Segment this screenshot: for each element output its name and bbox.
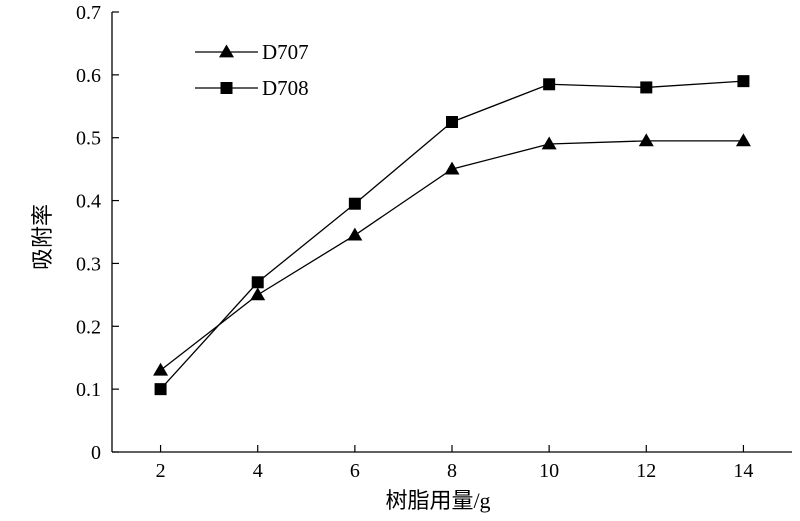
legend-marker [220,82,233,94]
x-tick-label: 12 [636,460,656,482]
data-point [640,81,653,94]
data-point [154,383,167,396]
legend-item-d708: D708 [195,76,309,100]
x-axis-title: 树脂用量/g [385,488,490,513]
y-tick-label: 0 [91,442,101,464]
data-point [348,197,361,210]
data-point [347,227,363,241]
data-point [541,136,557,150]
data-point [444,161,460,175]
y-tick-label: 0.6 [76,65,101,87]
series-line [160,140,744,371]
y-tick-label: 0.3 [76,253,101,275]
legend-label: D708 [262,76,309,100]
legend-item-d707: D707 [195,40,309,64]
x-tick-label: 4 [253,460,263,482]
data-point [250,287,266,301]
x-tick-label: 2 [156,460,166,482]
ticks: 0 0.1 0.2 0.3 0.4 0.5 0.6 0.7 2 4 6 8 10 12 14 [76,2,753,482]
x-tick-label: 14 [733,460,753,482]
data-point [638,133,654,147]
data-point [735,133,751,147]
y-tick-label: 0.4 [76,191,101,213]
series-d708 [154,75,750,396]
legend-label: D707 [262,40,309,64]
x-tick-label: 8 [447,460,457,482]
data-point [543,78,556,91]
series-d707 [153,133,751,376]
data-point [251,276,264,289]
x-tick-label: 6 [350,460,360,482]
axes [111,12,792,453]
data-point [446,116,458,128]
y-tick-label: 0.1 [76,379,101,401]
y-tick-label: 0.7 [76,2,101,24]
series-layer [153,75,751,396]
x-tick-label: 10 [539,460,559,482]
y-tick-label: 0.2 [76,316,101,338]
data-point [153,362,169,376]
y-tick-label: 0.5 [76,128,101,150]
legend: D707 D708 [195,40,309,100]
legend-marker [219,44,234,58]
data-point [737,75,750,88]
y-axis-title: 吸附率 [30,204,55,270]
